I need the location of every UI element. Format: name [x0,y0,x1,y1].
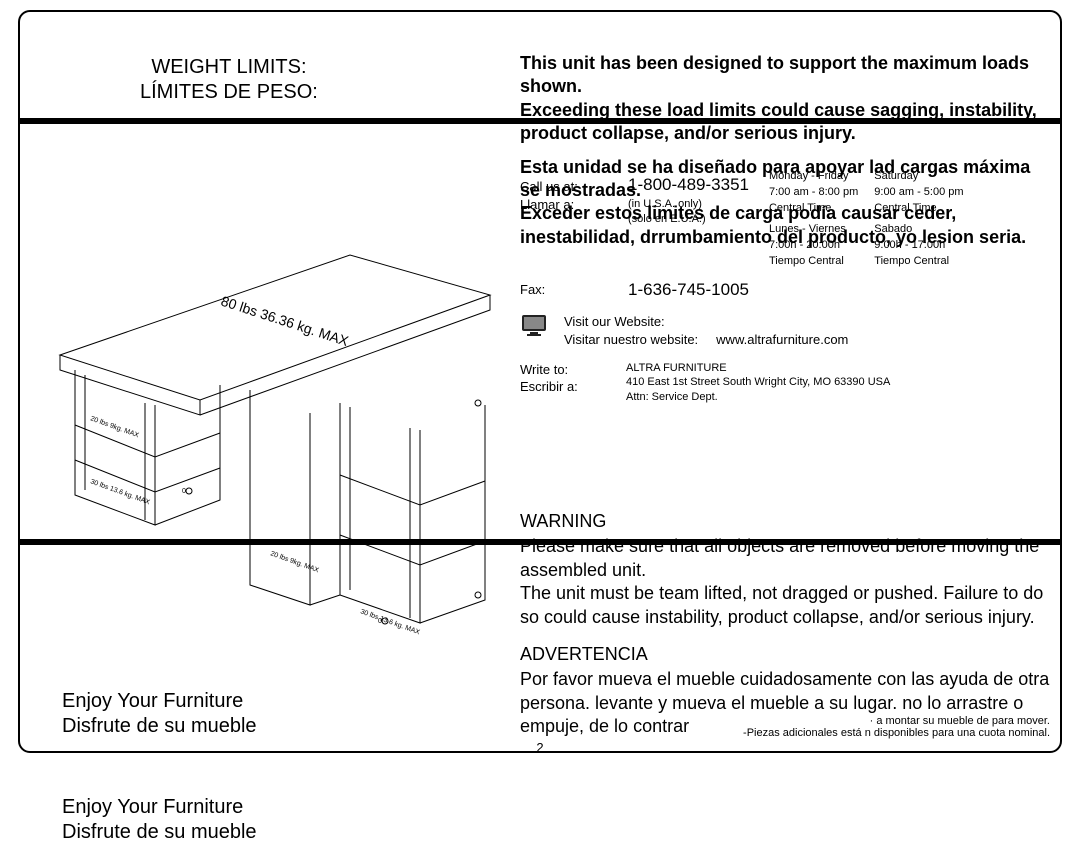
top-weight-label: 80 lbs 36.36 kg. MAX [219,293,351,350]
svg-text:0: 0 [182,488,186,495]
hours-sat-tz: Central Time [874,202,977,216]
hours-es-sat-tz: Tiempo Central [874,255,977,269]
enjoy-en2: Enjoy Your Furniture [62,689,257,714]
svg-text:0: 0 [378,618,382,625]
hours-table: Monday - Friday Saturday 7:00 am - 8:00 … [767,168,980,271]
intro-p1: This unit has been designed to support t… [520,52,1050,99]
warning-heading-en: WARNING [520,510,1060,533]
site-url: www.altrafurniture.com [716,331,848,349]
hours-mf: 7:00 am - 8:00 pm [769,186,872,200]
call-label: Call us at: Llamar a: [520,168,610,271]
desk-diagram: 80 lbs 36.36 kg. MAX 20 lbs 9kg. MAX 30 … [40,225,500,635]
hours-es-mf-label: Lunes - Viernes [769,223,872,237]
addr2: Attn: Service Dept. [626,390,890,405]
warning-heading-es: ADVERTENCIA [520,643,1060,666]
weight-limits-en: WEIGHT LIMITS: [140,55,318,80]
monitor-icon [520,313,548,337]
contact-block: Call us at: Llamar a: 1-800-489-3351 (in… [520,168,1060,405]
company: ALTRA FURNITURE [626,361,890,376]
hours-es-mf-tz: Tiempo Central [769,255,872,269]
intro-p2: Exceeding these load limits could cause … [520,99,1050,146]
note1: · a montar su mueble de para mover. [550,715,1050,727]
phone-number: 1-800-489-3351 [628,174,749,197]
write-es: Escribir a: [520,378,610,396]
hours-sat: 9:00 am - 5:00 pm [874,186,977,200]
hours-es-sat-label: Sabado [874,223,977,237]
shelf-c-label: 20 lbs 9kg. MAX [269,550,320,574]
hours-es-sat: 9:00h - 17:00h [874,239,977,253]
call-es: Llamar a: [520,196,610,214]
write-en: Write to: [520,361,610,379]
hours-sat-label: Saturday [874,170,977,184]
site-en: Visit our Website: [564,313,848,331]
page-number: 2 [536,740,543,755]
enjoy: Enjoy Your Furniture Disfrute de su mueb… [62,689,257,739]
site-es: Visitar nuestro website: [564,331,698,349]
warning-body-en: Please make sure that all objects are re… [520,535,1060,629]
fax-number: 1-636-745-1005 [628,279,749,302]
hours-mf-label: Monday - Friday [769,170,872,184]
enjoy-en: Enjoy Your Furniture [62,795,257,820]
footer-notes: · a montar su mueble de para mover. -Pie… [550,715,1050,739]
shelf-a-label: 20 lbs 9kg. MAX [89,415,140,439]
enjoy-block: Enjoy Your Furniture Disfrute de su mueb… [62,795,257,845]
call-en: Call us at: [520,178,610,196]
warning-block: WARNING Please make sure that all object… [520,510,1060,739]
phone-note-en: (in U.S.A. only) [628,197,749,212]
addr1: 410 East 1st Street South Wright City, M… [626,375,890,390]
shelf-b-label: 30 lbs 13.6 kg. MAX [89,478,151,506]
weight-limits-es: LÍMITES DE PESO: [140,80,318,105]
hours-es-mf: 7:00h - 20:00h [769,239,872,253]
hours-mf-tz: Central Time [769,202,872,216]
weight-limits-heading: WEIGHT LIMITS: LÍMITES DE PESO: [140,55,318,105]
enjoy-es2: Disfrute de su mueble [62,714,257,739]
phone-note-es: (solo en E.U.A.) [628,212,749,227]
fax-label: Fax: [520,279,610,302]
note2: -Piezas adicionales está n disponibles p… [550,727,1050,739]
enjoy-es: Disfrute de su mueble [62,820,257,845]
